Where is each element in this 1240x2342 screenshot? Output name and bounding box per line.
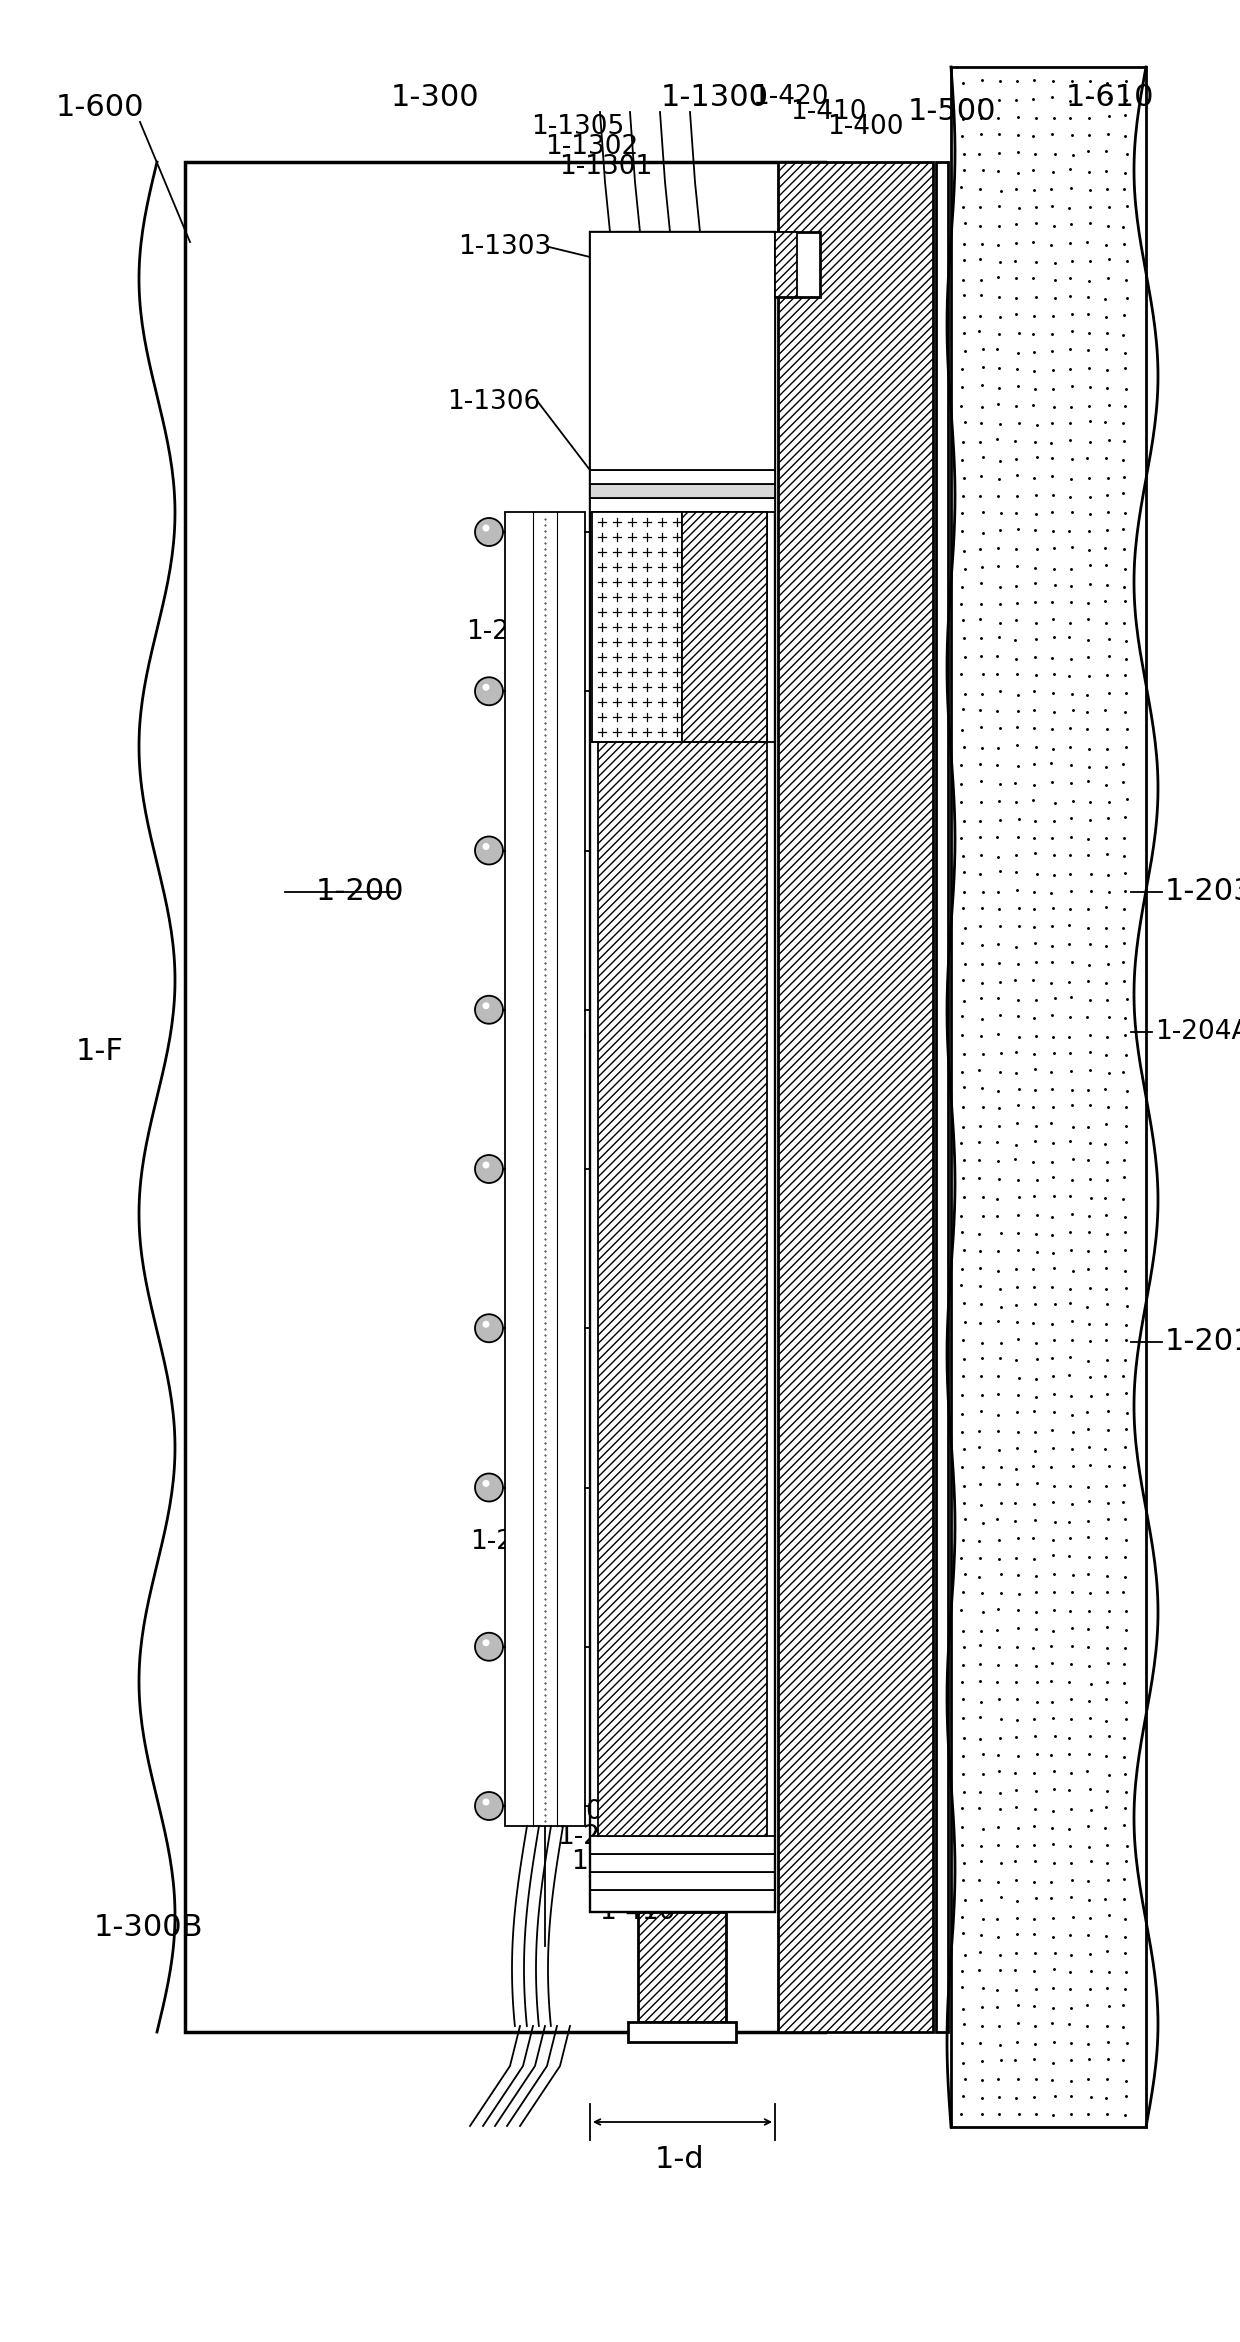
Bar: [590, 471, 775, 485]
Bar: [590, 1871, 775, 1890]
Circle shape: [482, 1639, 490, 1646]
Circle shape: [475, 836, 503, 864]
Circle shape: [482, 1162, 490, 1169]
Bar: [505, 513, 585, 1827]
Text: 1-206: 1-206: [543, 1799, 620, 1824]
Text: 1-204A: 1-204A: [1154, 1019, 1240, 1045]
Text: 1-410: 1-410: [599, 1899, 676, 1925]
Circle shape: [475, 1314, 503, 1342]
Text: 1-204: 1-204: [572, 1848, 649, 1876]
Bar: [590, 485, 775, 499]
Text: 1-300B: 1-300B: [93, 1913, 203, 1942]
Bar: [591, 513, 682, 742]
Text: 1-1300: 1-1300: [661, 82, 769, 112]
Text: 1-d: 1-d: [655, 2145, 704, 2173]
Bar: [627, 2021, 737, 2042]
Circle shape: [475, 1473, 503, 1501]
Text: 1-600: 1-600: [56, 91, 144, 122]
Bar: [590, 1890, 775, 1911]
Text: 1-1303: 1-1303: [458, 234, 551, 260]
Bar: [590, 1836, 775, 1855]
Bar: [682, 513, 768, 742]
Circle shape: [475, 518, 503, 546]
Text: 1-410: 1-410: [790, 98, 867, 124]
Text: 1-F: 1-F: [76, 1038, 124, 1066]
Circle shape: [482, 684, 490, 691]
Circle shape: [482, 1480, 490, 1487]
Text: 1-1306: 1-1306: [446, 389, 539, 415]
Text: 1-300: 1-300: [391, 82, 480, 112]
Circle shape: [482, 843, 490, 850]
Text: 1-203: 1-203: [1166, 878, 1240, 906]
Circle shape: [475, 677, 503, 705]
Text: 1-1301: 1-1301: [559, 155, 652, 180]
Bar: [590, 499, 775, 513]
Circle shape: [482, 1799, 490, 1806]
Circle shape: [482, 1321, 490, 1328]
Circle shape: [475, 995, 503, 1023]
Text: 1-205: 1-205: [558, 1824, 634, 1850]
Bar: [639, 1911, 725, 2021]
Bar: [775, 232, 797, 297]
Text: 1-500: 1-500: [908, 98, 996, 126]
Circle shape: [475, 1155, 503, 1183]
Text: 1-400: 1-400: [827, 115, 903, 141]
Bar: [185, 162, 825, 2033]
Text: 1-420: 1-420: [751, 84, 828, 110]
Text: 1-610: 1-610: [1065, 82, 1154, 112]
Circle shape: [482, 1002, 490, 1009]
Text: 1-207: 1-207: [466, 618, 543, 644]
Bar: [590, 1855, 775, 1871]
Bar: [775, 232, 820, 297]
Bar: [598, 513, 768, 1836]
Bar: [936, 162, 949, 2033]
Circle shape: [475, 1792, 503, 1820]
Bar: [590, 232, 775, 471]
Text: 1-200: 1-200: [316, 878, 404, 906]
Bar: [777, 162, 932, 2033]
Bar: [951, 68, 1146, 2127]
Text: 1-202: 1-202: [585, 1874, 662, 1899]
Bar: [590, 232, 775, 1911]
Circle shape: [475, 1632, 503, 1660]
Circle shape: [482, 525, 490, 532]
Text: 1-1302: 1-1302: [544, 133, 639, 159]
Text: 1-210: 1-210: [470, 1529, 547, 1555]
Text: 1-201: 1-201: [1166, 1328, 1240, 1356]
Text: 1-1305: 1-1305: [531, 115, 624, 141]
